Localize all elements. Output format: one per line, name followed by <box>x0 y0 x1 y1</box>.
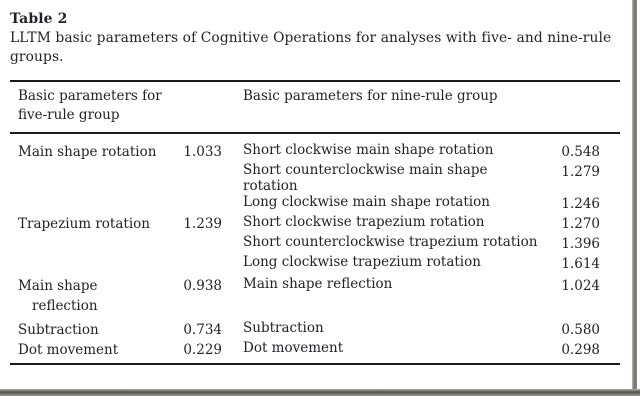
image-frame-bottom-shadow <box>0 389 640 396</box>
five-rule-label: Main shape <box>18 278 98 294</box>
five-rule-value: 0.938 <box>183 278 222 294</box>
nine-rule-value: 0.298 <box>561 342 600 358</box>
table-body: Main shape rotation 1.033 Short clockwis… <box>10 134 620 365</box>
nine-rule-label: Main shape reflection <box>243 276 393 292</box>
five-rule-label-wrap: reflection <box>32 298 98 314</box>
nine-rule-value: 1.279 <box>561 164 600 180</box>
nine-rule-row: Short counterclockwise main shape rotatio… <box>243 162 600 194</box>
nine-rule-label: Dot movement <box>243 340 344 356</box>
nine-rule-value: 0.580 <box>561 322 600 338</box>
nine-rule-label: Short counterclockwise main shape <box>243 162 488 178</box>
table-row-subtraction: Subtraction 0.734 Subtraction 0.580 <box>10 320 620 340</box>
nine-rule-row: Long clockwise trapezium rotation 1.614 <box>243 254 600 274</box>
image-frame-right-border <box>632 0 637 394</box>
table-caption-line-2: groups. <box>10 49 64 65</box>
five-rule-value: 0.229 <box>183 342 222 358</box>
table-caption-line-1: LLTM basic parameters of Cognitive Opera… <box>10 30 612 46</box>
five-rule-label: Trapezium rotation <box>18 216 150 232</box>
nine-rule-value: 1.024 <box>561 278 600 294</box>
lltm-parameters-table: Basic parameters for five-rule group Basi… <box>10 80 620 365</box>
five-rule-value: 1.239 <box>183 216 222 232</box>
table-row-trapezium-rotation: Trapezium rotation 1.239 Short clockwise… <box>10 214 620 274</box>
table-number-label: Table 2 <box>10 11 68 27</box>
five-rule-label: Subtraction <box>18 322 99 338</box>
nine-rule-value: 0.548 <box>561 144 600 160</box>
nine-rule-row: Short clockwise trapezium rotation 1.270 <box>243 214 600 234</box>
nine-rule-row: Main shape reflection 1.024 <box>243 276 600 296</box>
table-header-row: Basic parameters for five-rule group Basi… <box>10 82 620 134</box>
nine-rule-row: Short counterclockwise trapezium rotatio… <box>243 234 600 254</box>
five-rule-label: Main shape rotation <box>18 144 157 160</box>
nine-rule-value: 1.614 <box>561 256 600 272</box>
nine-rule-label: Long clockwise trapezium rotation <box>243 254 481 270</box>
header-nine-rule-group: Basic parameters for nine-rule group <box>243 88 498 104</box>
table-row-dot-movement: Dot movement 0.229 Dot movement 0.298 <box>10 340 620 360</box>
header-five-rule-group: Basic parameters for five-rule group <box>18 88 162 123</box>
nine-rule-label-wrap: rotation <box>243 178 298 194</box>
nine-rule-row: Subtraction 0.580 <box>243 320 600 340</box>
nine-rule-label: Short clockwise main shape rotation <box>243 142 494 158</box>
nine-rule-label: Long clockwise main shape rotation <box>243 194 490 210</box>
nine-rule-label: Short counterclockwise trapezium rotatio… <box>243 234 538 250</box>
header-gap <box>222 87 243 125</box>
table-row-main-shape-reflection: Main shape reflection 0.938 Main shape re… <box>10 276 620 316</box>
five-rule-value: 1.033 <box>183 144 222 160</box>
table-row-main-shape-rotation: Main shape rotation 1.033 Short clockwis… <box>10 142 620 214</box>
nine-rule-row: Long clockwise main shape rotation 1.246 <box>243 194 600 214</box>
five-rule-value: 0.734 <box>183 322 222 338</box>
table-caption-block: Table 2 LLTM basic parameters of Cogniti… <box>10 9 624 67</box>
nine-rule-value: 1.396 <box>561 236 600 252</box>
five-rule-label: Dot movement <box>18 342 119 358</box>
nine-rule-value: 1.270 <box>561 216 600 232</box>
nine-rule-value: 1.246 <box>561 196 600 212</box>
nine-rule-row: Dot movement 0.298 <box>243 340 600 360</box>
nine-rule-label: Subtraction <box>243 320 324 336</box>
nine-rule-label: Short clockwise trapezium rotation <box>243 214 485 230</box>
nine-rule-row: Short clockwise main shape rotation 0.548 <box>243 142 600 162</box>
